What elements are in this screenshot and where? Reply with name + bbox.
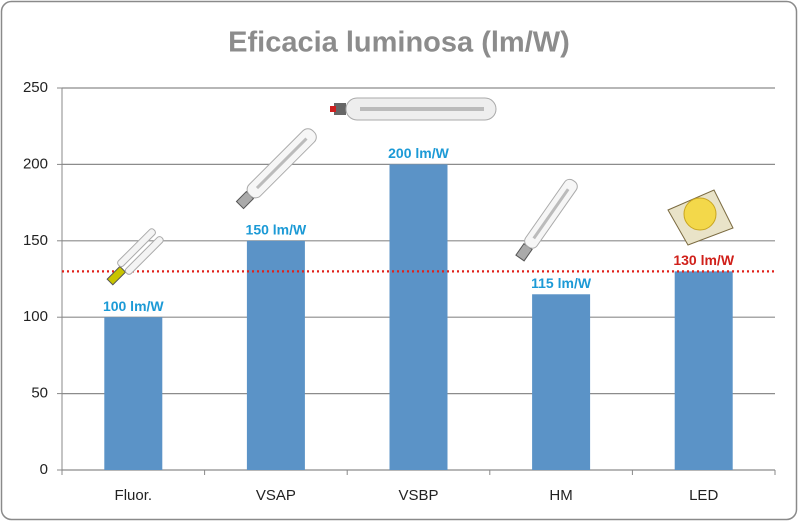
plot-area: 0 50 100 150 200 250 Fluor. 100 lm/W VSAP 150 lm/… [23, 79, 776, 504]
y-tick-label: 150 [23, 232, 48, 249]
bar [532, 294, 591, 470]
x-tick-label: Fluor. [115, 487, 153, 504]
chart-title: Eficacia luminosa (lm/W) [228, 27, 570, 59]
value-label: 100 lm/W [103, 298, 164, 314]
x-tick-label: VSBP [398, 487, 438, 504]
bar [674, 271, 733, 470]
lamp-icon-led [667, 189, 734, 246]
x-tick-label: VSAP [256, 487, 296, 504]
y-tick-label: 100 [23, 308, 48, 325]
y-tick-label: 250 [23, 79, 48, 96]
lamp-icon-vsap [235, 128, 317, 210]
lamp-icon-vsbp [330, 97, 497, 121]
bar [104, 317, 163, 470]
bar [389, 164, 448, 470]
y-tick-label: 200 [23, 155, 48, 172]
value-label: 200 lm/W [388, 145, 449, 161]
lamp-icon-fluor [106, 228, 164, 286]
y-tick-label: 0 [40, 461, 48, 478]
value-label: 150 lm/W [246, 222, 307, 238]
x-tick-label: HM [549, 487, 572, 504]
value-label: 115 lm/W [531, 275, 592, 291]
x-tick-label: LED [689, 487, 718, 504]
value-label: 130 lm/W [673, 252, 734, 268]
lamp-icon-hm [515, 178, 578, 262]
bar [246, 240, 305, 470]
y-tick-label: 50 [31, 385, 48, 402]
